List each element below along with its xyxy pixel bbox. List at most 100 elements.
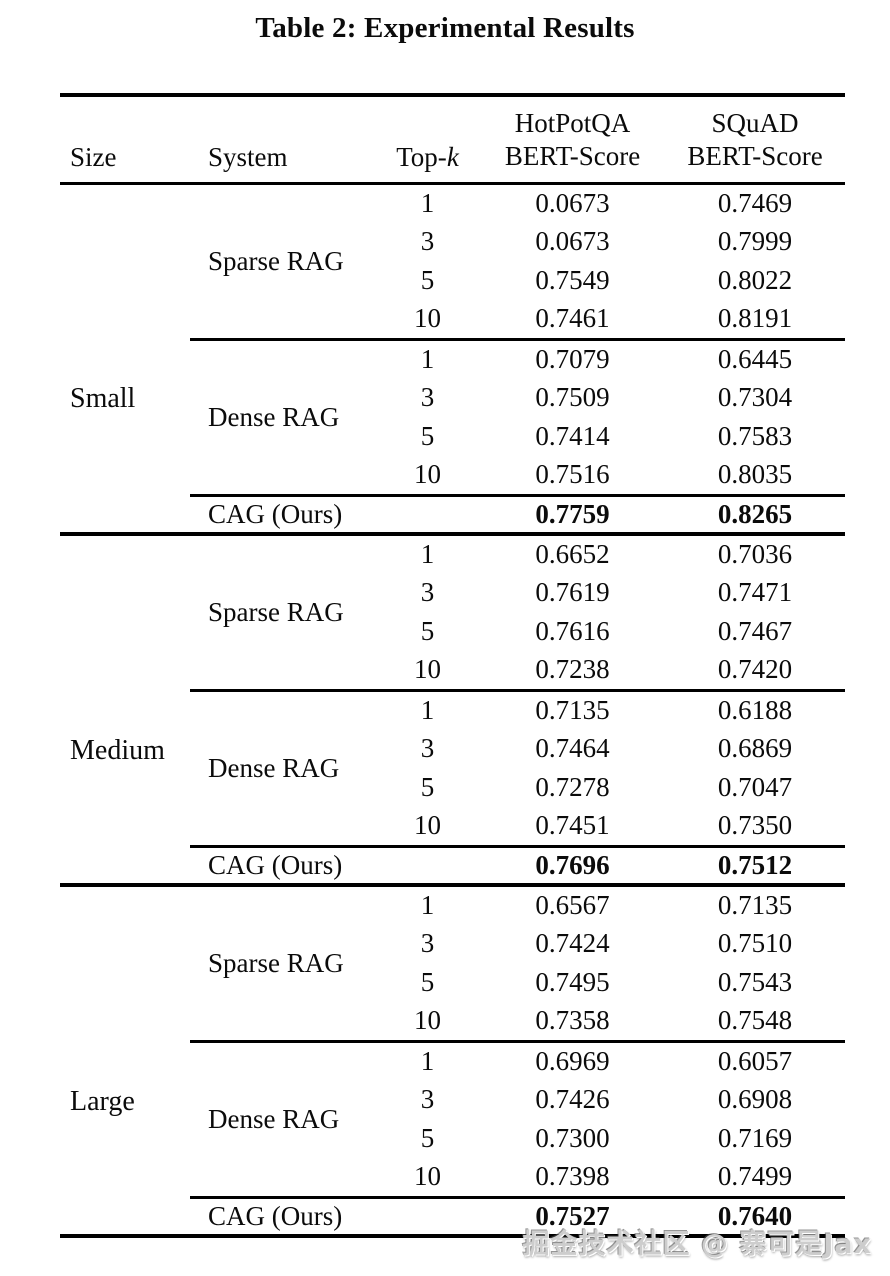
hotpotqa-score: 0.7135: [480, 688, 665, 729]
table-row: Dense RAG 1 0.7135 0.6188: [60, 688, 845, 846]
header-topk-k: k: [446, 141, 459, 172]
table-row: 10 0.7358 0.7548: [60, 1002, 845, 1041]
header-squad: SQuAD BERT-Score: [665, 95, 845, 185]
topk-value: 10: [414, 1161, 441, 1192]
hotpotqa-score: 0.7549: [535, 265, 610, 295]
topk-value: 5: [420, 265, 435, 295]
squad-score: 0.7499: [717, 1161, 793, 1192]
squad-score: 0.7548: [717, 1005, 793, 1036]
squad-score: 0.7469: [717, 187, 793, 218]
topk-value: 10: [414, 1005, 441, 1036]
size-label-small: Small: [60, 183, 190, 536]
squad-score: 0.6869: [717, 733, 793, 763]
header-row: Size System Top-k HotPotQA BERT-Score SQu…: [60, 95, 845, 185]
size-label-medium: Medium: [60, 534, 190, 887]
topk-value: 10: [414, 303, 441, 334]
hotpotqa-score: 0.7461: [535, 303, 610, 334]
topk-value: 1: [420, 890, 435, 920]
table-row: 10 0.7238 0.7420: [60, 651, 845, 690]
topk-value: 10: [414, 654, 441, 685]
topk-value: 5: [420, 421, 435, 451]
table-row: 10 0.7516 0.8035: [60, 456, 845, 495]
squad-score: 0.6445: [665, 337, 845, 378]
system-label-sparse: Sparse RAG: [208, 947, 344, 978]
squad-score: 0.6908: [717, 1084, 793, 1114]
topk-value: 3: [420, 1084, 435, 1114]
topk-value: 1: [375, 688, 480, 729]
header-system: System: [190, 95, 375, 185]
squad-score: 0.7047: [717, 772, 793, 802]
hotpotqa-score: 0.7516: [535, 459, 610, 490]
table-row: CAG (Ours) 0.7696 0.7512: [60, 844, 845, 887]
header-hotpotqa-line1: HotPotQA: [514, 107, 631, 138]
squad-score: 0.6188: [665, 688, 845, 729]
topk-value: 10: [414, 810, 441, 841]
squad-score: 0.7543: [717, 967, 793, 997]
topk-value: 1: [375, 1039, 480, 1080]
hotpotqa-score: 0.6969: [480, 1039, 665, 1080]
squad-score: 0.7350: [717, 810, 793, 841]
topk-value: 5: [420, 1123, 435, 1153]
squad-score-cag: 0.7640: [665, 1195, 845, 1238]
table-row: Dense RAG 1 0.7079 0.6445: [60, 337, 845, 495]
table-row: 3 0.7424 0.7510: [60, 924, 845, 963]
table-row: 3 0.7426 0.6908: [60, 1080, 845, 1119]
table-title: Table 2: Experimental Results: [255, 12, 635, 44]
hotpotqa-score: 0.7451: [535, 810, 610, 841]
squad-score: 0.7036: [717, 539, 793, 569]
hotpotqa-score: 0.7079: [480, 337, 665, 378]
hotpotqa-score: 0.7238: [535, 654, 610, 685]
table-row: 5 0.7495 0.7543: [60, 963, 845, 1002]
size-label-large: Large: [60, 885, 190, 1238]
topk-value: 3: [420, 928, 435, 958]
topk-value: 10: [414, 459, 441, 490]
hotpotqa-score: 0.7358: [535, 1005, 610, 1036]
table-row: 3 0.0673 0.7999: [60, 222, 845, 261]
topk-value: 5: [420, 772, 435, 802]
table-row: 5 0.7549 0.8022: [60, 261, 845, 300]
hotpotqa-score: 0.7619: [535, 577, 610, 607]
topk-value: 1: [375, 337, 480, 378]
table-row: Small Sparse RAG 1 0.0673 0.7469: [60, 183, 845, 536]
hotpotqa-score-cag: 0.7527: [480, 1195, 665, 1238]
table-row: 10 0.7398 0.7499: [60, 1158, 845, 1197]
table-row: CAG (Ours) 0.7759 0.8265: [60, 493, 845, 536]
table-row: 3 0.7619 0.7471: [60, 573, 845, 612]
system-label-dense: Dense RAG: [190, 688, 375, 846]
table-row: Medium Sparse RAG 1 0.6652 0.7036: [60, 534, 845, 887]
hotpotqa-score: 0.7278: [535, 772, 610, 802]
topk-value: 3: [420, 577, 435, 607]
system-label-cag: CAG (Ours): [190, 493, 375, 536]
squad-score-cag: 0.8265: [665, 493, 845, 536]
hotpotqa-score: 0.7616: [535, 616, 610, 646]
table-row: 3 0.7464 0.6869: [60, 729, 845, 768]
topk-value: 3: [420, 382, 435, 412]
table-row: 10 0.7461 0.8191: [60, 300, 845, 339]
topk-empty: [375, 493, 480, 536]
squad-score: 0.8035: [717, 459, 793, 490]
system-label-sparse: Sparse RAG: [208, 245, 344, 276]
hotpotqa-score: 0.7509: [535, 382, 610, 412]
hotpotqa-score: 0.7424: [535, 928, 610, 958]
hotpotqa-score: 0.7398: [535, 1161, 610, 1192]
hotpotqa-score: 0.0673: [535, 187, 610, 218]
table-row: 3 0.7509 0.7304: [60, 378, 845, 417]
table-row: Large Sparse RAG 1 0.6567 0.7135: [60, 885, 845, 1238]
squad-score: 0.8022: [717, 265, 793, 295]
table-row: CAG (Ours) 0.7527 0.7640: [60, 1195, 845, 1238]
table-row: 5 0.7278 0.7047: [60, 768, 845, 807]
hotpotqa-score: 0.7495: [535, 967, 610, 997]
squad-score: 0.7169: [717, 1123, 793, 1153]
table-row: 5 0.7616 0.7467: [60, 612, 845, 651]
system-label-dense: Dense RAG: [190, 337, 375, 495]
hotpotqa-score-cag: 0.7696: [480, 844, 665, 887]
topk-value: 1: [420, 539, 435, 569]
table-row: 10 0.7451 0.7350: [60, 807, 845, 846]
squad-score: 0.6057: [665, 1039, 845, 1080]
hotpotqa-score: 0.7300: [535, 1123, 610, 1153]
squad-score: 0.7304: [717, 382, 793, 412]
system-label-cag: CAG (Ours): [190, 844, 375, 887]
squad-score: 0.7135: [717, 890, 793, 920]
squad-score: 0.8191: [717, 303, 793, 334]
hotpotqa-score: 0.6652: [535, 539, 610, 569]
